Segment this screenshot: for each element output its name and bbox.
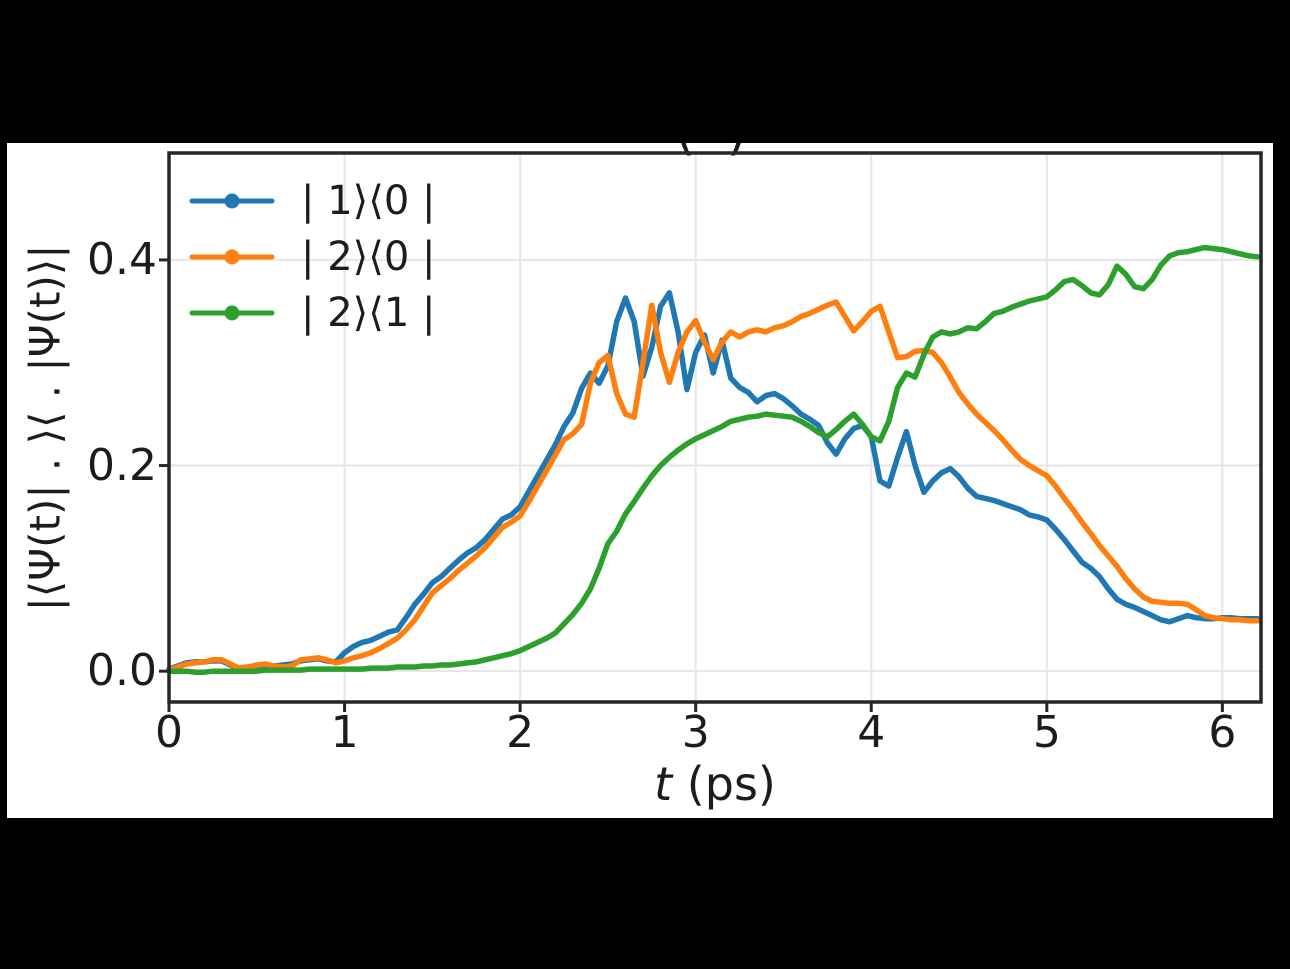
x-tick-label: 4	[857, 707, 886, 758]
y-tick-label: 0.2	[87, 439, 157, 491]
curve-series-1	[166, 290, 1261, 672]
legend-item-3: | 2⟩⟨1 |	[189, 285, 436, 341]
x-axis-label: t (ps)	[654, 757, 776, 811]
x-tick-label: 1	[330, 707, 359, 758]
legend-label: | 2⟩⟨0 |	[301, 234, 436, 280]
x-axis-variable: t	[654, 757, 673, 811]
legend: | 1⟩⟨0 | | 2⟩⟨0 | | 2⟩⟨1 |	[189, 173, 436, 341]
legend-item-2: | 2⟩⟨0 |	[189, 229, 436, 285]
legend-line-marker-icon	[189, 193, 275, 209]
x-tick-label: 2	[506, 707, 535, 758]
x-tick-label: 5	[1032, 707, 1061, 758]
plot-area	[159, 151, 1263, 712]
curve-series-2	[166, 299, 1261, 673]
legend-label: | 1⟩⟨0 |	[301, 178, 436, 224]
y-tick-label: 0.4	[87, 233, 157, 285]
x-axis-unit: (ps)	[672, 757, 776, 811]
legend-label: | 2⟩⟨1 |	[301, 290, 436, 336]
y-tick-label: 0.0	[87, 645, 157, 697]
legend-line-marker-icon	[189, 249, 275, 265]
legend-line-marker-icon	[189, 305, 275, 321]
y-axis-label: |⟨Ψ(t)| . ⟩⟨ . |Ψ(t)⟩|	[20, 244, 70, 612]
x-tick-label: 0	[155, 707, 183, 758]
x-tick-label: 6	[1208, 707, 1237, 758]
curve-series-3	[166, 244, 1261, 675]
legend-item-1: | 1⟩⟨0 |	[189, 173, 436, 229]
axes-frame	[167, 151, 1263, 704]
x-tick-label: 3	[681, 707, 710, 758]
